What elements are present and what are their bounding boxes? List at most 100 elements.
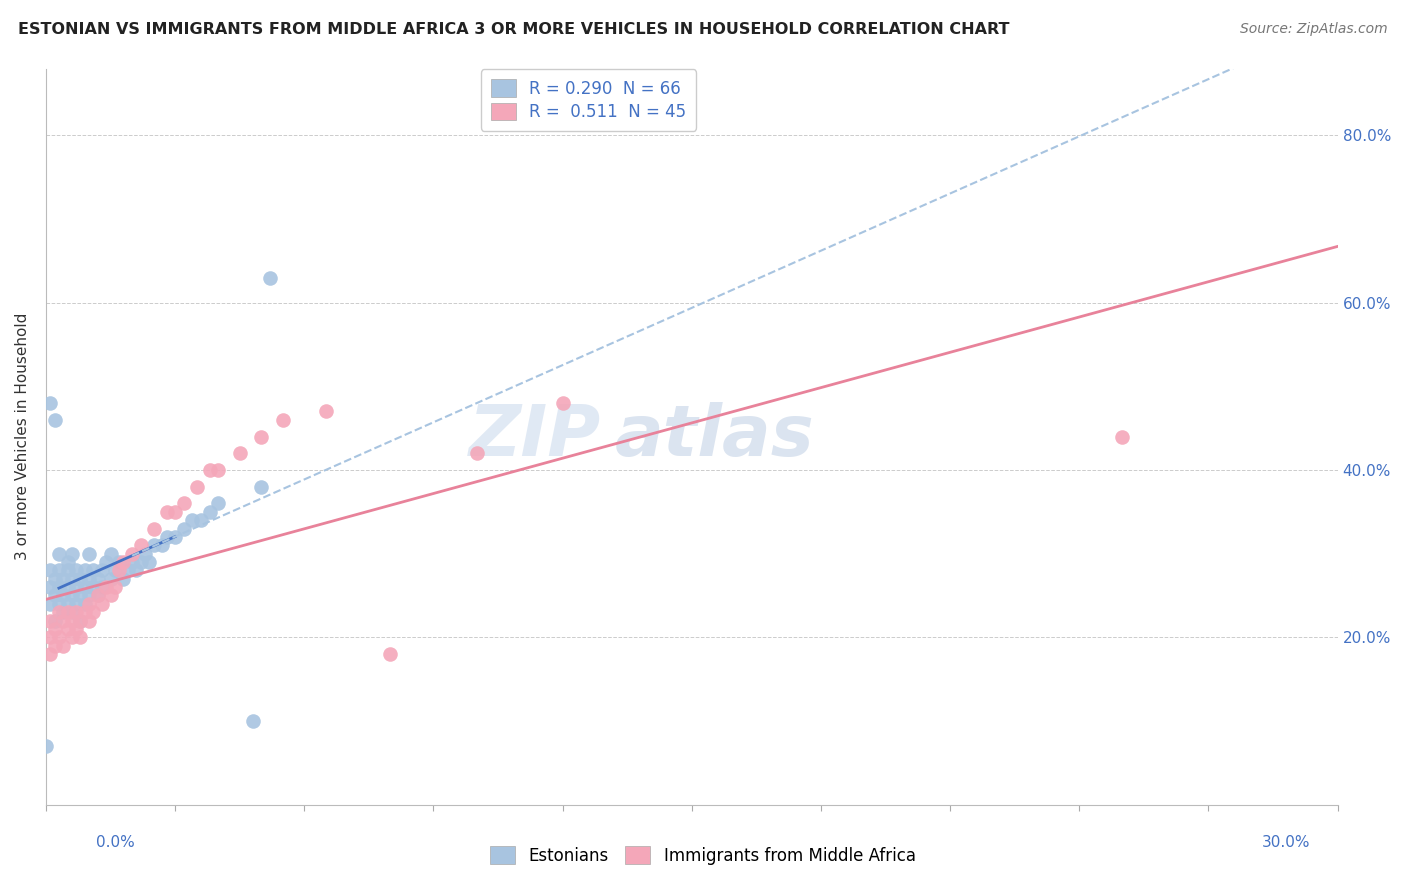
Point [108,555,131,569]
Point [52,572,75,586]
Point [142,522,165,536]
Point [155,530,177,544]
Point [48,630,70,644]
Point [56,555,79,569]
Point [65,597,87,611]
Point [82,580,104,594]
Text: 30.0%: 30.0% [1263,836,1310,850]
Point [104,563,127,577]
Point [69,589,91,603]
Point [121,547,143,561]
Text: ZIP: ZIP [470,402,602,471]
Text: ESTONIAN VS IMMIGRANTS FROM MIDDLE AFRICA 3 OR MORE VEHICLES IN HOUSEHOLD CORREL: ESTONIAN VS IMMIGRANTS FROM MIDDLE AFRIC… [18,22,1010,37]
Point [121,555,143,569]
Point [91,597,114,611]
Point [82,605,104,619]
Point [56,605,79,619]
Point [108,563,131,577]
Point [48,547,70,561]
Point [91,580,114,594]
Point [91,563,114,577]
Point [52,605,75,619]
Point [165,505,187,519]
Point [56,580,79,594]
Point [39,614,62,628]
Point [56,622,79,636]
Point [60,605,83,619]
Point [190,513,212,527]
Point [39,630,62,644]
Point [228,446,250,460]
Point [96,555,118,569]
Point [65,580,87,594]
Point [69,572,91,586]
Point [48,605,70,619]
Text: Source: ZipAtlas.com: Source: ZipAtlas.com [1240,22,1388,37]
Point [129,555,152,569]
Point [112,572,135,586]
Point [52,614,75,628]
Point [69,614,91,628]
Point [77,589,100,603]
Point [56,563,79,577]
Point [207,463,229,477]
Point [73,605,96,619]
Point [44,639,66,653]
Legend: R = 0.290  N = 66, R =  0.511  N = 45: R = 0.290 N = 66, R = 0.511 N = 45 [481,70,696,131]
Point [100,572,122,586]
Point [86,589,108,603]
Point [125,563,148,577]
Point [60,572,83,586]
Point [551,396,574,410]
Point [250,480,273,494]
Point [69,630,91,644]
Point [82,563,104,577]
Point [73,563,96,577]
Point [100,547,122,561]
Point [65,605,87,619]
Point [155,505,177,519]
Point [44,413,66,427]
Text: atlas: atlas [614,402,814,471]
Point [271,413,294,427]
Point [100,589,122,603]
Point [56,597,79,611]
Point [150,538,173,552]
Point [69,614,91,628]
Point [77,572,100,586]
Point [465,446,488,460]
Point [48,597,70,611]
Point [104,580,127,594]
Point [60,547,83,561]
Point [39,580,62,594]
Point [52,589,75,603]
Point [60,630,83,644]
Point [380,647,402,661]
Point [181,513,204,527]
Y-axis label: 3 or more Vehicles in Household: 3 or more Vehicles in Household [15,313,30,560]
Point [1111,429,1133,443]
Point [138,555,160,569]
Point [44,572,66,586]
Point [39,563,62,577]
Point [96,580,118,594]
Point [44,622,66,636]
Point [73,580,96,594]
Point [60,589,83,603]
Point [134,547,156,561]
Point [44,589,66,603]
Point [39,396,62,410]
Point [129,538,152,552]
Point [117,563,139,577]
Point [207,496,229,510]
Point [65,622,87,636]
Point [77,547,100,561]
Point [86,572,108,586]
Point [112,555,135,569]
Point [48,563,70,577]
Point [259,270,281,285]
Point [142,538,165,552]
Point [198,505,221,519]
Point [198,463,221,477]
Point [165,530,187,544]
